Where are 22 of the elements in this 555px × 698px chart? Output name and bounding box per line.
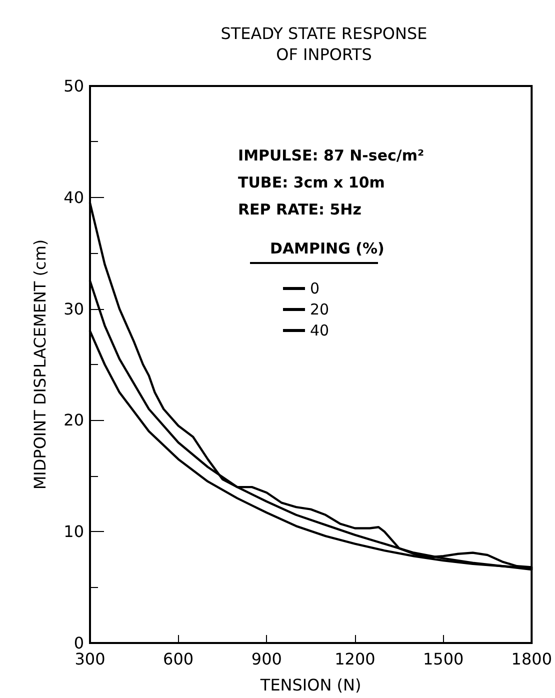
x-axis-title: TENSION (N) — [259, 676, 362, 694]
x-tick-label: 1500 — [422, 650, 464, 668]
y-tick-label: 0 — [74, 634, 84, 652]
annotation: REP RATE: 5Hz — [238, 200, 362, 218]
x-tick-label: 300 — [74, 650, 106, 668]
y-tick-label: 50 — [64, 76, 84, 96]
annotation: IMPULSE: 87 N-sec/m² — [238, 146, 424, 164]
y-tick-label: 20 — [64, 410, 84, 430]
legend-label: 20 — [310, 300, 330, 318]
y-tick-label: 40 — [64, 188, 84, 207]
x-tick-label: 900 — [251, 650, 282, 668]
x-tick-label: 1200 — [334, 650, 376, 668]
legend-label: 40 — [310, 322, 330, 340]
chart-title: STEADY STATE RESPONSE OF INPORTS — [220, 24, 428, 64]
y-tick-label: 10 — [64, 522, 84, 542]
y-axis-title: MIDPOINT DISPLACEMENT (cm) — [30, 239, 50, 490]
annotation: TUBE: 3cm x 10m — [238, 174, 385, 192]
x-tick-label: 1800 — [511, 650, 552, 668]
y-tick-label: 30 — [64, 299, 84, 318]
legend-title: DAMPING (%) — [270, 240, 384, 258]
x-tick-label: 600 — [163, 650, 194, 668]
legend-label: 0 — [310, 280, 320, 298]
